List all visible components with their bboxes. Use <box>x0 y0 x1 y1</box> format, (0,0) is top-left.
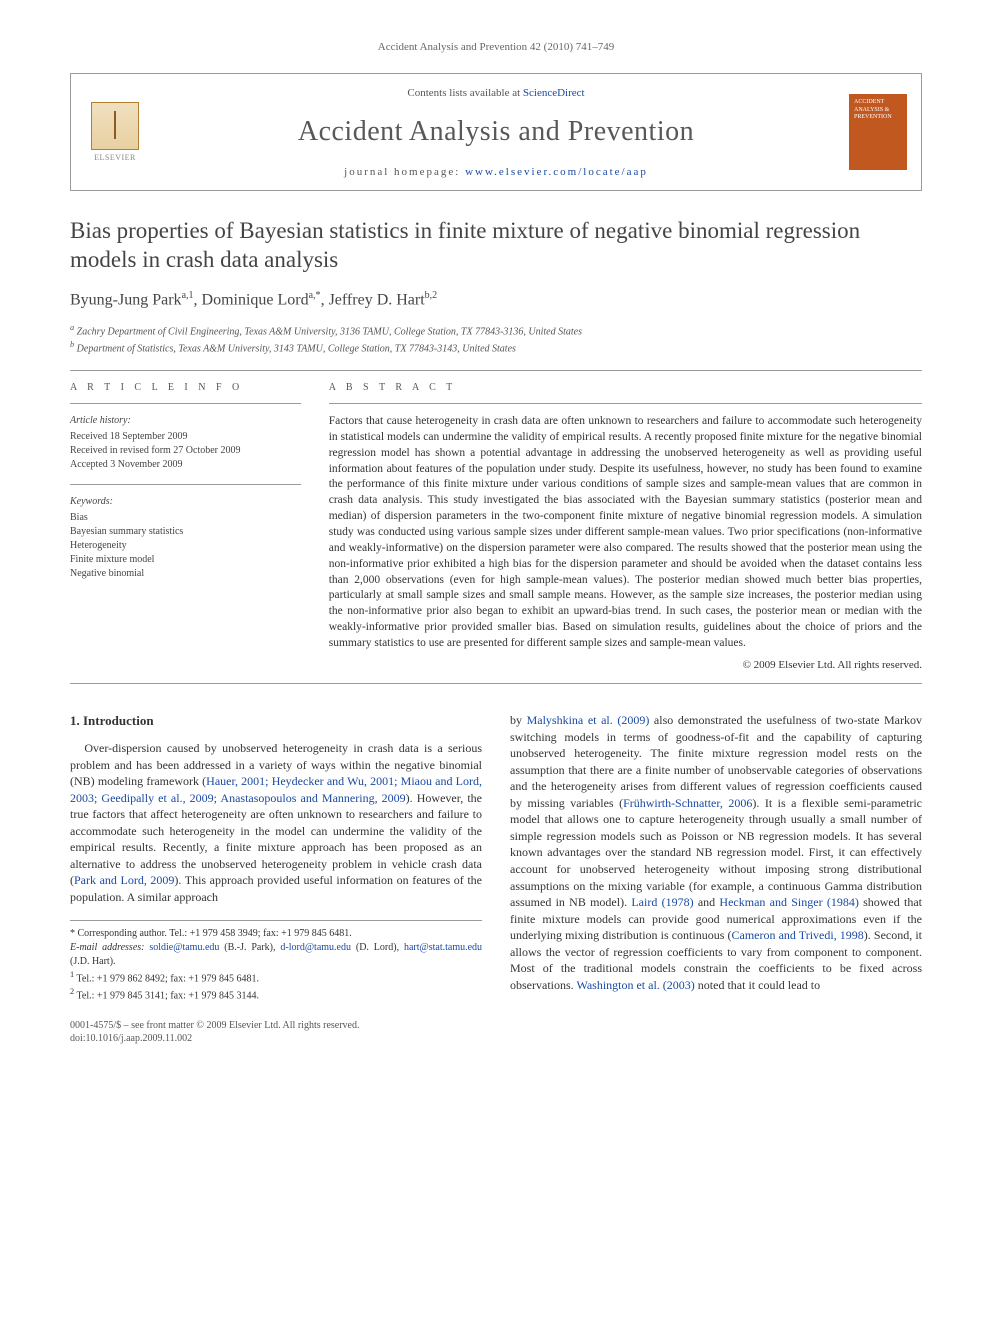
abstract-column: A B S T R A C T Factors that cause heter… <box>329 381 922 673</box>
elsevier-logo: ELSEVIER <box>85 97 145 167</box>
authors-line: Byung-Jung Parka,1, Dominique Lorda,*, J… <box>70 289 922 312</box>
history-item: Received in revised form 27 October 2009 <box>70 444 301 458</box>
keyword: Negative binomial <box>70 567 301 581</box>
keyword: Finite mixture model <box>70 553 301 567</box>
divider-abstract <box>329 403 922 404</box>
keyword: Bias <box>70 511 301 525</box>
citation-link[interactable]: Washington et al. (2003) <box>576 978 694 992</box>
email-who: (J.D. Hart) <box>70 956 113 967</box>
author-1-affil: a,1 <box>182 290 194 301</box>
intro-paragraph-2: by Malyshkina et al. (2009) also demonst… <box>510 712 922 993</box>
page-footer: 0001-4575/$ – see front matter © 2009 El… <box>70 1019 922 1045</box>
copyright-line: © 2009 Elsevier Ltd. All rights reserved… <box>329 658 922 673</box>
body-column-right: by Malyshkina et al. (2009) also demonst… <box>510 712 922 1003</box>
email-link[interactable]: hart@stat.tamu.edu <box>404 942 482 953</box>
divider-bottom <box>70 683 922 684</box>
keyword: Heterogeneity <box>70 539 301 553</box>
email-label: E-mail addresses: <box>70 942 149 953</box>
footnote-1: 1 Tel.: +1 979 862 8492; fax: +1 979 845… <box>70 969 482 986</box>
citation-link[interactable]: Park and Lord, 2009 <box>74 873 174 887</box>
article-history: Article history: Received 18 September 2… <box>70 414 301 472</box>
body-column-left: 1. Introduction Over-dispersion caused b… <box>70 712 482 1003</box>
keyword: Bayesian summary statistics <box>70 525 301 539</box>
affiliation-a: a Zachry Department of Civil Engineering… <box>70 322 922 339</box>
journal-cover-thumb: ACCIDENT ANALYSIS & PREVENTION <box>849 94 907 170</box>
elsevier-text: ELSEVIER <box>94 152 136 163</box>
email-link[interactable]: soldie@tamu.edu <box>149 942 219 953</box>
article-title: Bias properties of Bayesian statistics i… <box>70 217 922 275</box>
intro-paragraph-1: Over-dispersion caused by unobserved het… <box>70 740 482 905</box>
divider-info <box>70 403 301 404</box>
sciencedirect-link[interactable]: ScienceDirect <box>523 87 585 99</box>
email-who: (D. Lord) <box>356 942 397 953</box>
citation-link[interactable]: Laird (1978) <box>631 895 693 909</box>
email-addresses-line: E-mail addresses: soldie@tamu.edu (B.-J.… <box>70 941 482 969</box>
abstract-text: Factors that cause heterogeneity in cras… <box>329 414 922 652</box>
running-header: Accident Analysis and Prevention 42 (201… <box>70 40 922 55</box>
divider-top <box>70 370 922 371</box>
divider-keywords <box>70 484 301 485</box>
citation-link[interactable]: Malyshkina et al. (2009) <box>527 713 650 727</box>
footnotes: * Corresponding author. Tel.: +1 979 458… <box>70 920 482 1004</box>
citation-link[interactable]: Cameron and Trivedi, 1998 <box>732 928 864 942</box>
keywords-title: Keywords: <box>70 495 301 509</box>
email-link[interactable]: d-lord@tamu.edu <box>280 942 351 953</box>
homepage-link[interactable]: www.elsevier.com/locate/aap <box>465 166 648 178</box>
citation-link[interactable]: Frühwirth-Schnatter, 2006 <box>623 796 752 810</box>
intro-heading: 1. Introduction <box>70 712 482 730</box>
journal-homepage-line: journal homepage: www.elsevier.com/locat… <box>87 165 905 180</box>
contents-list-text: Contents lists available at <box>407 87 522 99</box>
contents-list-line: Contents lists available at ScienceDirec… <box>87 86 905 101</box>
article-info-label: A R T I C L E I N F O <box>70 381 301 395</box>
journal-title: Accident Analysis and Prevention <box>87 112 905 151</box>
author-2-affil: a,* <box>309 290 321 301</box>
email-who: (B.-J. Park) <box>224 942 273 953</box>
doi-line: doi:10.1016/j.aap.2009.11.002 <box>70 1032 922 1045</box>
article-info-column: A R T I C L E I N F O Article history: R… <box>70 381 301 673</box>
info-abstract-row: A R T I C L E I N F O Article history: R… <box>70 381 922 673</box>
author-3: Jeffrey D. Hart <box>329 291 425 308</box>
homepage-label: journal homepage: <box>344 166 465 178</box>
body-columns: 1. Introduction Over-dispersion caused b… <box>70 712 922 1003</box>
author-2: Dominique Lord <box>202 291 309 308</box>
citation-link[interactable]: Heckman and Singer (1984) <box>719 895 858 909</box>
history-item: Accepted 3 November 2009 <box>70 458 301 472</box>
affiliations: a Zachry Department of Civil Engineering… <box>70 322 922 357</box>
corresponding-author-note: * Corresponding author. Tel.: +1 979 458… <box>70 927 482 941</box>
history-title: Article history: <box>70 414 301 428</box>
affiliation-b: b Department of Statistics, Texas A&M Un… <box>70 339 922 356</box>
history-item: Received 18 September 2009 <box>70 430 301 444</box>
author-1: Byung-Jung Park <box>70 291 182 308</box>
keywords-block: Keywords: Bias Bayesian summary statisti… <box>70 495 301 581</box>
issn-line: 0001-4575/$ – see front matter © 2009 El… <box>70 1019 922 1032</box>
citation-link[interactable]: Hauer, 2001; Heydecker and Wu, 2001; Mia… <box>70 774 482 805</box>
abstract-label: A B S T R A C T <box>329 381 922 395</box>
journal-banner: ELSEVIER ACCIDENT ANALYSIS & PREVENTION … <box>70 73 922 191</box>
elsevier-tree-icon <box>91 102 139 150</box>
author-3-affil: b,2 <box>425 290 438 301</box>
footnote-2: 2 Tel.: +1 979 845 3141; fax: +1 979 845… <box>70 986 482 1003</box>
